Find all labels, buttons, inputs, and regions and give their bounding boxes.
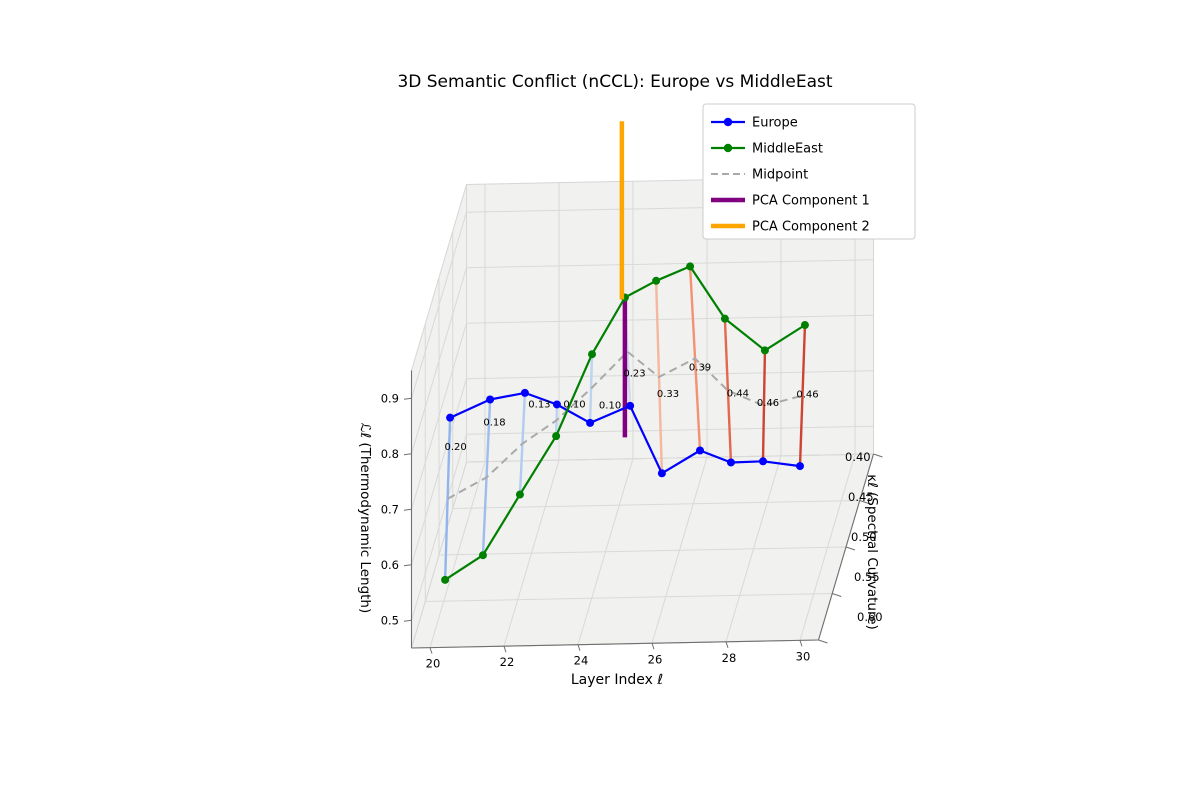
europe-marker (626, 401, 635, 410)
grid-line-left-z (411, 323, 467, 510)
nccl-connector-layer-24 (588, 354, 594, 423)
europe-marker (520, 388, 529, 397)
x-tick-label: 26 (648, 652, 663, 666)
x-tick-mark (429, 647, 433, 654)
grid-line-floor-y (466, 453, 874, 463)
z-tick-label: 0.7 (381, 502, 399, 516)
y-tick-label: 0.50 (851, 530, 877, 544)
y-tick-label: 0.55 (854, 570, 880, 584)
europe-marker (446, 413, 455, 422)
legend-marker-middleeast (723, 143, 733, 153)
grid-line-left-z (411, 378, 467, 565)
z-tick-mark (403, 564, 412, 567)
grid-line-left-z (411, 434, 467, 621)
nccl-value-label-layer-30: 0.46 (796, 390, 818, 401)
grid-line-floor-y (438, 546, 847, 556)
europe-marker (552, 400, 561, 409)
x-tick-label: 24 (574, 654, 589, 668)
y-tick-label: 0.40 (845, 450, 871, 464)
middleeast-marker (552, 432, 561, 441)
nccl-value-label-layer-21: 0.18 (483, 417, 505, 428)
europe-marker (726, 458, 735, 467)
nccl-value-label-layer-24: 0.10 (599, 401, 621, 412)
z-tick-mark (403, 508, 412, 511)
z-tick-label: 0.9 (381, 391, 399, 405)
y-tick-mark (818, 639, 828, 644)
z-tick-label: 0.5 (381, 613, 399, 627)
legend-box (702, 103, 916, 240)
x-tick-mark (651, 643, 655, 650)
middleeast-marker (478, 551, 487, 560)
grid-line-left-z (411, 267, 467, 454)
legend-label-pca-component-1: PCA Component 1 (752, 194, 870, 209)
y-tick-mark (873, 453, 883, 458)
middleeast-marker (515, 490, 524, 499)
nccl-connector-layer-29 (761, 350, 767, 462)
middleeast-marker (441, 575, 450, 584)
nccl-value-label-layer-22: 0.13 (528, 400, 550, 411)
middleeast-marker (686, 262, 695, 271)
europe-marker (586, 418, 595, 427)
x-tick-mark (503, 646, 507, 653)
europe-marker (796, 462, 804, 471)
nccl-connector-layer-30 (798, 324, 807, 467)
grid-line-back-z (466, 314, 874, 324)
grid-line-left-z (411, 212, 467, 399)
grid-line-back-z (466, 425, 874, 435)
grid-line-back-z (466, 370, 874, 380)
middleeast-marker (800, 321, 809, 330)
europe-marker (759, 457, 767, 466)
y-tick-label: 0.60 (857, 610, 883, 624)
x-tick-label: 20 (426, 657, 441, 671)
x-tick-mark (799, 640, 803, 647)
z-axis-label: ℒℓ (Thermodynamic Length) (357, 423, 373, 614)
z-tick-label: 0.8 (381, 447, 399, 461)
nccl-value-label-layer-26: 0.33 (657, 389, 679, 400)
nccl-value-label-layer-25: 0.23 (623, 369, 645, 380)
nccl-value-label-layer-20: 0.20 (444, 442, 466, 453)
chart-title: 3D Semantic Conflict (nCCL): Europe vs M… (397, 72, 832, 92)
x-tick-mark (725, 641, 729, 648)
middleeast-marker (652, 276, 661, 285)
europe-marker (486, 395, 495, 404)
x-tick-label: 28 (722, 651, 737, 665)
grid-line-back-z (466, 259, 874, 269)
x-tick-mark (577, 644, 581, 651)
x-axis-edge (411, 639, 819, 649)
nccl-value-label-layer-27: 0.39 (689, 362, 711, 373)
z-tick-mark (403, 453, 412, 456)
x-axis-label: Layer Index ℓ (571, 672, 663, 688)
grid-line-floor-y (452, 500, 860, 509)
nccl-value-label-layer-29: 0.46 (757, 398, 779, 409)
middleeast-marker (760, 346, 769, 355)
nccl-value-label-layer-28: 0.44 (727, 389, 749, 400)
x-tick-label: 30 (796, 649, 811, 663)
nccl-connector-layer-28 (723, 318, 733, 463)
middleeast-marker (588, 350, 597, 359)
legend-label-midpoint: Midpoint (752, 168, 808, 183)
y-tick-label: 0.45 (848, 490, 874, 504)
nccl-value-label-layer-23: 0.10 (563, 399, 585, 410)
middleeast-marker (720, 314, 729, 323)
europe-marker (696, 446, 704, 455)
x-tick-label: 22 (500, 655, 515, 669)
legend-label-pca-component-2: PCA Component 2 (752, 220, 870, 235)
y-tick-mark (859, 500, 869, 504)
z-tick-mark (403, 619, 412, 622)
y-tick-mark (832, 593, 842, 597)
legend-label-middleeast: MiddleEast (752, 142, 823, 157)
europe-marker (657, 469, 666, 478)
grid-line-floor-y (425, 593, 833, 602)
y-tick-mark (845, 546, 856, 551)
y-axis-label: κℓ (Spectral Curvature) (864, 474, 880, 630)
legend-label-europe: Europe (752, 116, 798, 131)
z-tick-label: 0.6 (381, 558, 399, 572)
legend-marker-europe (723, 117, 733, 127)
z-tick-mark (403, 397, 412, 400)
